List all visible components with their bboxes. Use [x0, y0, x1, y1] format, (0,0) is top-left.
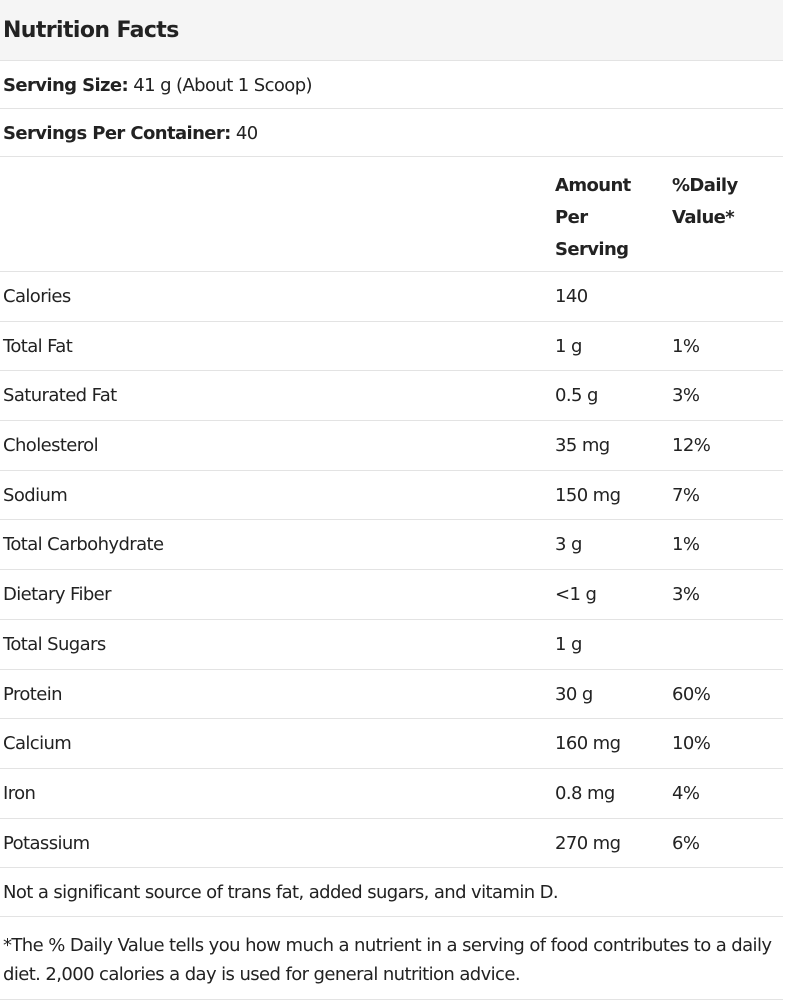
serving-size-row: Serving Size: 41 g (About 1 Scoop) — [0, 61, 783, 109]
serving-size: Serving Size: 41 g (About 1 Scoop) — [3, 75, 313, 96]
nutrient-table-body: Calories 140 Total Fat 1 g 1% Saturated Fat 0.… — [0, 272, 783, 869]
nutrient-name: Iron — [3, 782, 36, 804]
nutrient-name: Calories — [3, 286, 71, 307]
nutrient-amount: 30 g — [555, 683, 593, 705]
nutrient-name: Dietary Fiber — [3, 584, 112, 606]
footnote-row: *The % Daily Value tells you how much a … — [0, 917, 783, 1000]
daily-value-footnote: *The % Daily Value tells you how much a … — [3, 935, 772, 986]
nutrient-name: Total Carbohydrate — [3, 534, 164, 556]
servings-per-container-label: Servings Per Container: — [3, 123, 231, 144]
nutrient-row: Calories 140 — [0, 272, 783, 322]
nutrient-amount: <1 g — [555, 584, 597, 606]
nutrient-row: Cholesterol 35 mg 12% — [0, 421, 783, 471]
nutrient-daily-value: 3% — [672, 385, 700, 407]
nutrient-daily-value: 3% — [672, 584, 700, 606]
nutrient-amount: 140 — [555, 286, 588, 307]
nutrient-name: Protein — [3, 683, 63, 705]
nutrient-row: Iron 0.8 mg 4% — [0, 769, 783, 819]
nutrition-note: Not a significant source of trans fat, a… — [3, 882, 559, 904]
nutrient-daily-value: 7% — [672, 484, 700, 506]
nutrient-name: Sodium — [3, 484, 68, 506]
nutrient-amount: 3 g — [555, 534, 582, 556]
servings-per-container: Servings Per Container: 40 — [3, 123, 258, 144]
nutrient-row: Protein 30 g 60% — [0, 670, 783, 720]
title-row: Nutrition Facts — [0, 0, 783, 61]
nutrient-row: Total Sugars 1 g — [0, 620, 783, 670]
serving-size-label: Serving Size: — [3, 75, 129, 96]
serving-size-value: 41 g (About 1 Scoop) — [133, 75, 312, 96]
nutrient-row: Potassium 270 mg 6% — [0, 819, 783, 869]
nutrient-amount: 150 mg — [555, 484, 621, 506]
nutrient-row: Total Carbohydrate 3 g 1% — [0, 520, 783, 571]
nutrient-row: Calcium 160 mg 10% — [0, 719, 783, 769]
nutrient-name: Saturated Fat — [3, 385, 117, 407]
nutrient-daily-value: 60% — [672, 683, 711, 705]
nutrient-daily-value: 4% — [672, 782, 700, 804]
nutrient-daily-value: 6% — [672, 832, 700, 854]
nutrient-daily-value: 1% — [672, 335, 700, 357]
nutrient-amount: 1 g — [555, 633, 582, 655]
servings-per-container-row: Servings Per Container: 40 — [0, 109, 783, 157]
nutrient-amount: 35 mg — [555, 435, 610, 457]
nutrient-amount: 1 g — [555, 335, 582, 357]
nutrient-name: Cholesterol — [3, 435, 99, 457]
nutrient-name: Total Fat — [3, 335, 73, 357]
nutrient-row: Saturated Fat 0.5 g 3% — [0, 371, 783, 422]
nutrient-amount: 160 mg — [555, 733, 621, 755]
nutrient-name: Calcium — [3, 733, 72, 755]
nutrient-name: Potassium — [3, 832, 90, 854]
nutrient-amount: 0.5 g — [555, 385, 598, 407]
nutrient-row: Total Fat 1 g 1% — [0, 322, 783, 372]
note-row: Not a significant source of trans fat, a… — [0, 868, 783, 918]
nutrient-amount: 0.8 mg — [555, 782, 615, 804]
servings-per-container-value: 40 — [235, 123, 258, 144]
nutrient-amount: 270 mg — [555, 832, 621, 854]
nutrient-daily-value: 1% — [672, 534, 700, 556]
nutrient-name: Total Sugars — [3, 633, 106, 655]
amount-per-serving-header: Amount Per Serving — [555, 175, 631, 260]
nutrient-daily-value: 12% — [672, 435, 711, 457]
nutrient-row: Sodium 150 mg 7% — [0, 471, 783, 521]
nutrition-facts-title: Nutrition Facts — [3, 18, 179, 43]
daily-value-header: %Daily Value* — [672, 175, 738, 228]
nutrient-row: Dietary Fiber <1 g 3% — [0, 570, 783, 620]
nutrient-daily-value: 10% — [672, 733, 711, 755]
table-header-row: Amount Per Serving %Daily Value* — [0, 157, 783, 272]
